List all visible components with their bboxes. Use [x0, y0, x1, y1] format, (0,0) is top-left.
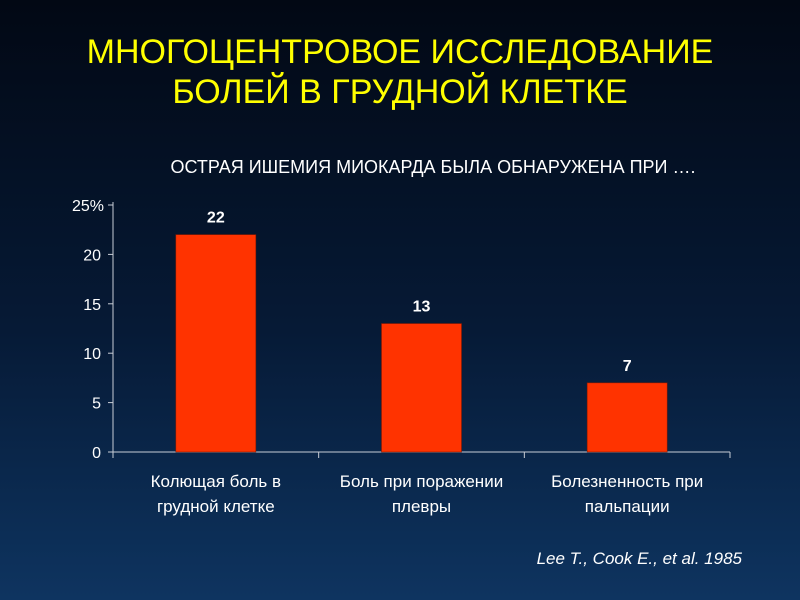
category-label: грудной клетке	[157, 497, 275, 516]
data-label: 7	[623, 358, 632, 375]
y-tick-label: 10	[83, 346, 101, 363]
bar	[586, 382, 668, 453]
title-line-1: МНОГОЦЕНТРОВОЕ ИССЛЕДОВАНИЕ	[86, 33, 714, 71]
bar	[175, 234, 257, 453]
data-label: 13	[413, 299, 431, 316]
chart-subtitle: ОСТРАЯ ИШЕМИЯ МИОКАРДА БЫЛА ОБНАРУЖЕНА П…	[170, 157, 696, 177]
bar	[381, 323, 462, 453]
category-label: пальпации	[585, 497, 670, 516]
title-line-2: БОЛЕЙ В ГРУДНОЙ КЛЕТКЕ	[172, 73, 628, 111]
data-label: 22	[207, 210, 225, 227]
slide-title: МНОГОЦЕНТРОВОЕ ИССЛЕДОВАНИЕ БОЛЕЙ В ГРУД…	[0, 32, 800, 112]
category-label: Боль при поражении	[340, 472, 503, 491]
y-tick-label: 20	[83, 247, 101, 264]
y-tick-label: 5	[92, 396, 101, 413]
category-label: Болезненность при	[551, 472, 703, 491]
y-tick-label: 25%	[72, 198, 104, 215]
y-tick-label: 0	[92, 445, 101, 462]
category-label: Колющая боль в	[151, 472, 281, 491]
y-tick-label: 15	[83, 297, 101, 314]
citation: Lee T., Cook E., et al. 1985	[536, 549, 742, 568]
category-label: плевры	[392, 497, 451, 516]
